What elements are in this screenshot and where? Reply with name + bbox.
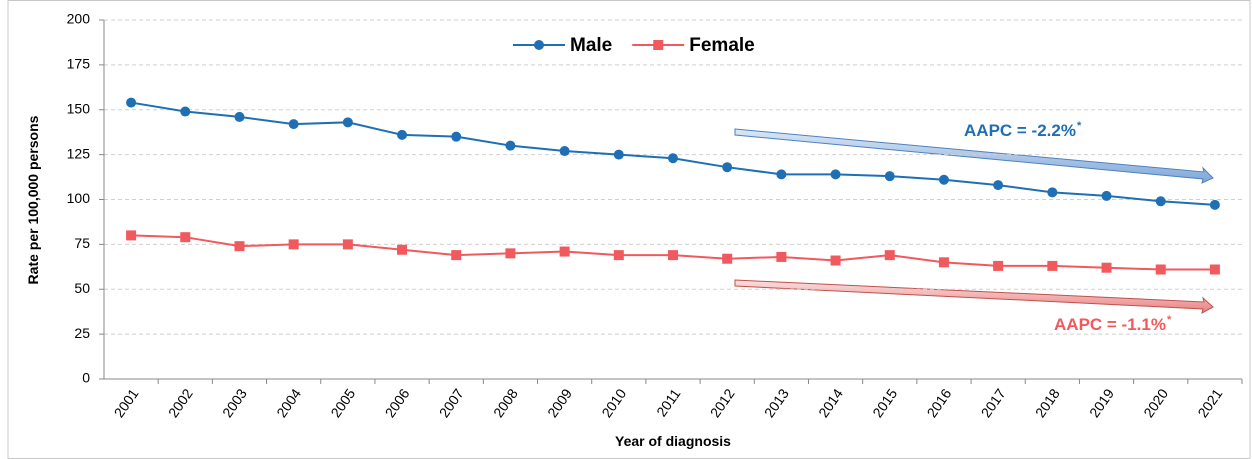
y-tick-label: 50 xyxy=(74,280,90,296)
point xyxy=(1155,196,1166,207)
point xyxy=(1047,260,1058,271)
point xyxy=(938,257,949,268)
y-tick-label: 0 xyxy=(82,370,90,386)
point xyxy=(397,244,408,255)
x-tick-label: 2011 xyxy=(653,385,683,419)
point xyxy=(938,174,949,185)
point xyxy=(342,117,353,128)
x-tick-label: 2018 xyxy=(1032,386,1063,421)
point xyxy=(342,239,353,250)
point xyxy=(668,250,678,261)
point xyxy=(505,140,516,151)
legend-label: Female xyxy=(689,35,754,56)
x-tick-label: 2015 xyxy=(869,386,900,421)
point xyxy=(1047,187,1058,198)
y-tick-label: 100 xyxy=(67,190,91,206)
trend-arrow xyxy=(734,279,1214,314)
legend-label: Male xyxy=(570,35,612,56)
point xyxy=(234,241,245,252)
point xyxy=(1155,264,1166,275)
x-tick-label: 2021 xyxy=(1194,386,1225,421)
y-tick-label: 75 xyxy=(74,235,90,251)
point xyxy=(126,97,137,108)
x-tick-label: 2005 xyxy=(327,386,358,421)
point xyxy=(234,111,245,122)
annotation-sup: * xyxy=(1077,120,1082,132)
point xyxy=(830,255,841,266)
point xyxy=(993,180,1004,191)
legend-marker xyxy=(653,40,664,50)
point xyxy=(613,250,624,261)
x-tick-label: 2008 xyxy=(490,386,521,421)
point xyxy=(884,171,895,182)
point xyxy=(993,260,1004,271)
annotation: AAPC = -2.2% xyxy=(964,121,1076,140)
point xyxy=(722,162,733,173)
point xyxy=(126,230,137,241)
point xyxy=(288,119,299,130)
point xyxy=(559,146,570,157)
x-tick-label: 2009 xyxy=(544,386,575,421)
trend-arrow xyxy=(734,128,1214,184)
point xyxy=(180,232,191,243)
x-tick-label: 2010 xyxy=(598,386,629,421)
y-tick-label: 200 xyxy=(67,11,91,27)
x-tick-label: 2020 xyxy=(1140,386,1171,421)
x-tick-label: 2007 xyxy=(436,386,467,421)
point xyxy=(559,246,570,257)
x-tick-label: 2014 xyxy=(815,386,846,421)
point xyxy=(776,251,787,262)
legend-marker xyxy=(534,40,544,50)
y-tick-label: 150 xyxy=(67,100,91,116)
point xyxy=(1209,199,1220,210)
point xyxy=(1101,262,1112,273)
frame xyxy=(7,0,1251,459)
point xyxy=(397,129,408,140)
x-tick-label: 2002 xyxy=(165,386,196,421)
point xyxy=(451,131,462,142)
annotation-sup: * xyxy=(1167,314,1172,326)
point xyxy=(613,149,624,160)
x-tick-label: 2004 xyxy=(273,386,304,421)
y-tick-label: 175 xyxy=(67,56,91,72)
point xyxy=(722,253,733,264)
x-tick-label: 2016 xyxy=(923,386,954,421)
x-tick-label: 2006 xyxy=(382,386,413,421)
point xyxy=(776,169,787,180)
point xyxy=(1101,190,1112,201)
x-tick-label: 2001 xyxy=(111,386,142,421)
y-axis-title: Rate per 100,000 persons xyxy=(25,115,41,284)
point xyxy=(668,153,678,164)
x-tick-label: 2013 xyxy=(761,386,792,421)
x-tick-label: 2019 xyxy=(1086,386,1117,421)
point xyxy=(1209,264,1220,275)
annotation: AAPC = -1.1% xyxy=(1054,315,1166,334)
point xyxy=(505,248,516,259)
point xyxy=(830,169,841,180)
point xyxy=(884,250,895,261)
point xyxy=(288,239,299,250)
x-axis-title: Year of diagnosis xyxy=(615,433,731,449)
y-tick-label: 125 xyxy=(67,145,91,161)
x-tick-label: 2012 xyxy=(707,386,738,421)
x-tick-label: 2017 xyxy=(978,386,1009,421)
y-tick-label: 25 xyxy=(74,325,90,341)
x-tick-label: 2003 xyxy=(219,386,250,421)
point xyxy=(451,250,462,261)
point xyxy=(180,106,191,117)
